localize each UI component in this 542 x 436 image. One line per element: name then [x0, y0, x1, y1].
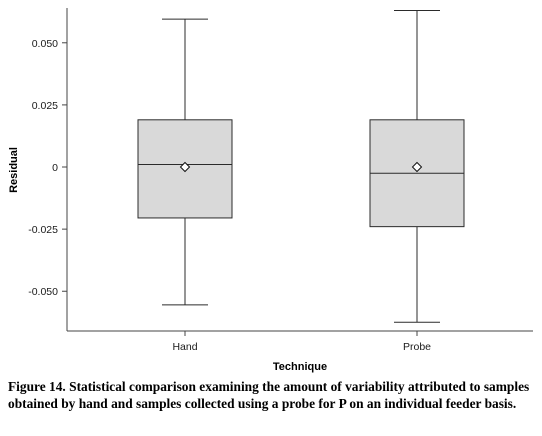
boxes	[137, 9, 465, 323]
mean-marker	[411, 161, 423, 173]
mean-marker	[179, 161, 191, 173]
y-tick-label: -0.050	[28, 286, 58, 298]
x-axis-title: Technique	[273, 361, 327, 373]
y-tick-label: 0.050	[32, 38, 58, 50]
figure-caption: Figure 14. Statistical comparison examin…	[8, 379, 530, 411]
y-tick-label: -0.025	[28, 224, 58, 236]
y-tick-label: 0	[52, 162, 58, 174]
y-tick-label: 0.025	[32, 100, 58, 112]
box-hand	[137, 18, 233, 306]
axes	[66, 8, 533, 332]
x-tick-label: Hand	[172, 341, 197, 353]
box-probe	[369, 9, 465, 323]
y-ticks: 0.050 0.025 0 -0.025 -0.050	[28, 38, 67, 298]
x-ticks: Hand Probe	[172, 331, 431, 353]
y-axis-title: Residual	[8, 147, 20, 193]
x-tick-label: Probe	[403, 341, 431, 353]
box-plot: 0.050 0.025 0 -0.025 -0.050 Hand Probe Residu…	[8, 8, 533, 373]
